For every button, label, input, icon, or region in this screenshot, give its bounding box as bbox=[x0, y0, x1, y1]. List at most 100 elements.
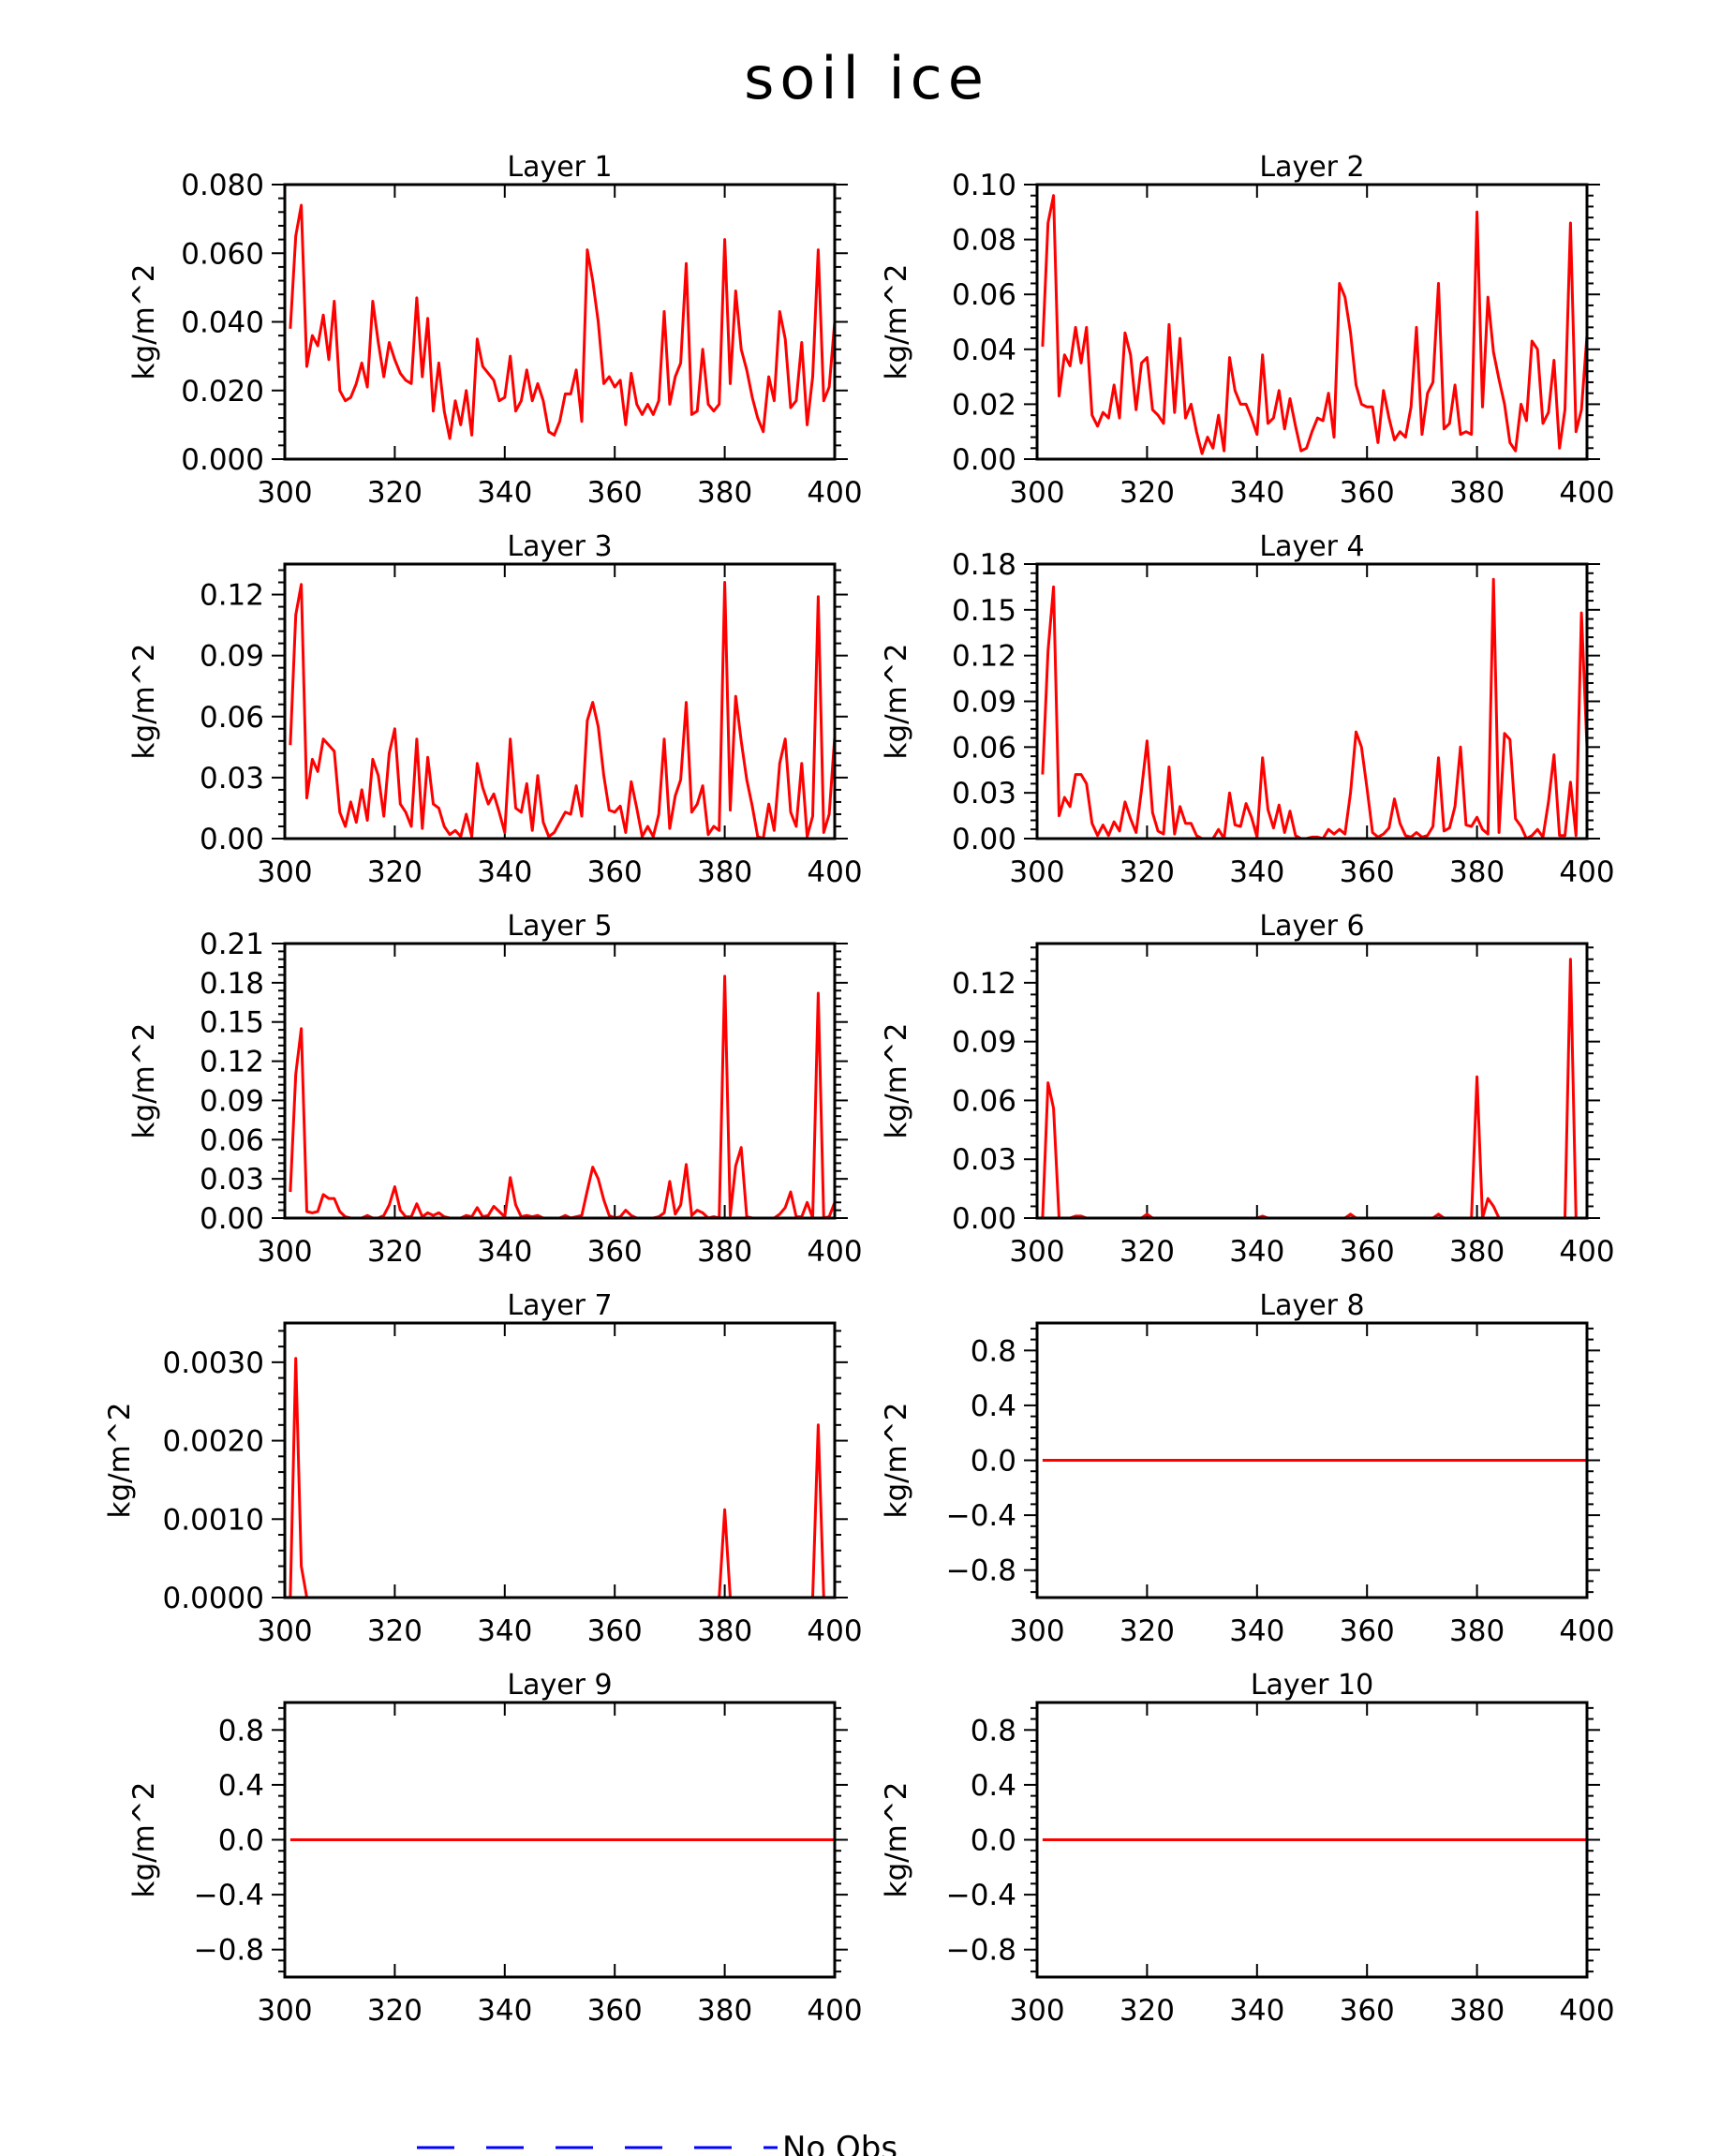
y-tick-label: 0.06 bbox=[952, 278, 1016, 312]
x-tick-label: 340 bbox=[477, 476, 532, 510]
x-tick-label: 360 bbox=[587, 1235, 643, 1269]
legend: No Obs bbox=[417, 2130, 897, 2156]
panel-title: Layer 5 bbox=[507, 910, 612, 943]
x-tick-label: 400 bbox=[807, 1994, 862, 2028]
y-tick-label: 0.02 bbox=[952, 388, 1016, 422]
x-tick-label: 360 bbox=[1340, 1235, 1395, 1269]
y-axis-label: kg/m^2 bbox=[103, 1403, 137, 1519]
y-tick-label: 0.000 bbox=[181, 443, 264, 477]
y-tick-label: 0.09 bbox=[200, 1084, 264, 1118]
y-tick-label: 0.4 bbox=[971, 1390, 1016, 1423]
x-tick-label: 320 bbox=[367, 855, 423, 889]
y-tick-label: 0.12 bbox=[952, 640, 1016, 674]
y-tick-label: 0.00 bbox=[952, 1202, 1016, 1236]
panel-layer-9: Layer 9 300 320 340 360 380 400 −0.8 −0.4 0.0 0.4 0… bbox=[127, 1669, 863, 2028]
y-axis-label: kg/m^2 bbox=[127, 1023, 161, 1139]
x-tick-label: 400 bbox=[807, 1614, 862, 1648]
x-tick-label: 320 bbox=[1119, 1235, 1175, 1269]
y-tick-label: 0.12 bbox=[200, 579, 264, 613]
panel-layer-8: Layer 8 300 320 340 360 380 400 −0.8 −0.4 0.0 0.4 0… bbox=[880, 1289, 1615, 1648]
y-tick-label: 0.0 bbox=[971, 1824, 1016, 1858]
series-line bbox=[1041, 194, 1589, 455]
y-tick-label: 0.03 bbox=[952, 1143, 1016, 1177]
x-tick-label: 400 bbox=[807, 476, 862, 510]
y-axis-label: kg/m^2 bbox=[880, 264, 913, 380]
y-tick-label: 0.0030 bbox=[163, 1346, 264, 1380]
y-tick-label: 0.18 bbox=[952, 548, 1016, 582]
panel-layer-1: Layer 1 300 320 340 360 380 400 0.000 0.020 0.040… bbox=[127, 151, 863, 510]
y-tick-label: 0.09 bbox=[200, 640, 264, 674]
x-tick-label: 360 bbox=[587, 1614, 643, 1648]
x-tick-label: 400 bbox=[1559, 1614, 1614, 1648]
y-tick-label: 0.020 bbox=[181, 375, 264, 409]
y-tick-label: 0.0 bbox=[218, 1824, 264, 1858]
x-tick-label: 360 bbox=[587, 1994, 643, 2028]
y-tick-label: 0.06 bbox=[200, 1123, 264, 1157]
x-tick-label: 300 bbox=[257, 476, 312, 510]
plot-frame bbox=[283, 183, 837, 461]
panel-layer-3: Layer 3 300 320 340 360 380 400 0.00 0.03 0.06 0.0… bbox=[127, 530, 863, 889]
x-tick-label: 320 bbox=[1119, 1614, 1175, 1648]
y-tick-label: 0.00 bbox=[952, 823, 1016, 856]
y-tick-label: 0.15 bbox=[952, 594, 1016, 628]
y-axis-label: kg/m^2 bbox=[127, 644, 161, 760]
y-tick-label: 0.060 bbox=[181, 237, 264, 271]
x-tick-label: 340 bbox=[477, 1614, 532, 1648]
panel-title: Layer 8 bbox=[1259, 1289, 1364, 1322]
x-tick-label: 380 bbox=[1449, 855, 1505, 889]
x-tick-label: 300 bbox=[257, 1994, 312, 2028]
legend-label-no-obs: No Obs bbox=[782, 2130, 897, 2156]
y-tick-label: 0.8 bbox=[971, 1714, 1016, 1747]
y-tick-label: 0.8 bbox=[971, 1334, 1016, 1368]
plot-frame bbox=[1035, 562, 1589, 840]
x-tick-label: 360 bbox=[587, 476, 643, 510]
panel-title: Layer 3 bbox=[507, 530, 612, 563]
x-tick-label: 360 bbox=[1340, 1994, 1395, 2028]
y-axis-label: kg/m^2 bbox=[880, 644, 913, 760]
x-tick-label: 340 bbox=[1229, 1994, 1284, 2028]
y-axis-label: kg/m^2 bbox=[880, 1403, 913, 1519]
y-tick-label: 0.8 bbox=[218, 1714, 264, 1747]
y-tick-label: 0.080 bbox=[181, 169, 264, 202]
x-tick-label: 300 bbox=[1009, 1235, 1064, 1269]
y-axis-label: kg/m^2 bbox=[127, 1782, 161, 1898]
y-tick-label: −0.4 bbox=[946, 1879, 1016, 1912]
series-line bbox=[289, 581, 837, 840]
panel-title: Layer 6 bbox=[1259, 910, 1364, 943]
x-tick-label: 300 bbox=[1009, 1614, 1064, 1648]
x-tick-label: 340 bbox=[1229, 1614, 1284, 1648]
x-tick-label: 300 bbox=[1009, 1994, 1064, 2028]
x-tick-label: 320 bbox=[367, 1614, 423, 1648]
series-line bbox=[289, 1357, 835, 1599]
y-axis-label: kg/m^2 bbox=[880, 1782, 913, 1898]
y-tick-label: 0.06 bbox=[952, 731, 1016, 765]
y-tick-label: 0.03 bbox=[200, 1163, 264, 1197]
x-tick-label: 400 bbox=[1559, 476, 1614, 510]
x-tick-label: 320 bbox=[367, 1235, 423, 1269]
x-tick-label: 380 bbox=[697, 1614, 752, 1648]
x-tick-label: 380 bbox=[1449, 1994, 1505, 2028]
y-tick-label: 0.12 bbox=[200, 1046, 264, 1079]
x-tick-label: 380 bbox=[697, 1235, 752, 1269]
figure-title: soil ice bbox=[744, 44, 989, 112]
series-line bbox=[1041, 958, 1587, 1220]
y-tick-label: 0.0000 bbox=[163, 1582, 264, 1615]
y-tick-label: 0.00 bbox=[952, 443, 1016, 477]
x-tick-label: 320 bbox=[1119, 1994, 1175, 2028]
x-tick-label: 360 bbox=[1340, 1614, 1395, 1648]
x-tick-label: 360 bbox=[1340, 476, 1395, 510]
y-tick-label: 0.0 bbox=[971, 1445, 1016, 1479]
y-tick-label: 0.10 bbox=[952, 169, 1016, 202]
y-tick-label: 0.09 bbox=[952, 686, 1016, 720]
plot-frame bbox=[283, 1321, 837, 1599]
panel-title: Layer 4 bbox=[1259, 530, 1364, 563]
panel-title: Layer 2 bbox=[1259, 151, 1364, 184]
x-tick-label: 400 bbox=[807, 1235, 862, 1269]
x-tick-label: 380 bbox=[1449, 1614, 1505, 1648]
y-tick-label: 0.0020 bbox=[163, 1425, 264, 1459]
x-tick-label: 400 bbox=[1559, 1994, 1614, 2028]
y-tick-label: 0.03 bbox=[952, 777, 1016, 810]
plot-frame bbox=[1035, 1321, 1589, 1599]
